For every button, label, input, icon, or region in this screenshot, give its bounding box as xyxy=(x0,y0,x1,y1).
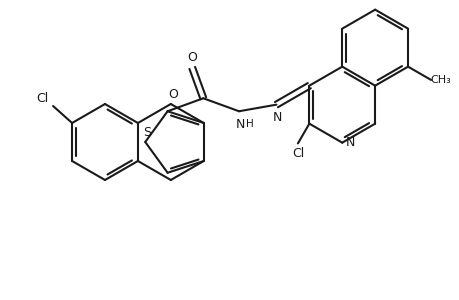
Text: S: S xyxy=(143,125,151,139)
Text: N: N xyxy=(235,118,244,131)
Text: O: O xyxy=(168,88,177,100)
Text: CH₃: CH₃ xyxy=(430,75,450,85)
Text: N: N xyxy=(345,136,354,149)
Text: N: N xyxy=(272,111,281,124)
Text: O: O xyxy=(187,51,197,64)
Text: Cl: Cl xyxy=(36,92,48,104)
Text: Cl: Cl xyxy=(291,147,303,160)
Text: H: H xyxy=(246,119,253,129)
